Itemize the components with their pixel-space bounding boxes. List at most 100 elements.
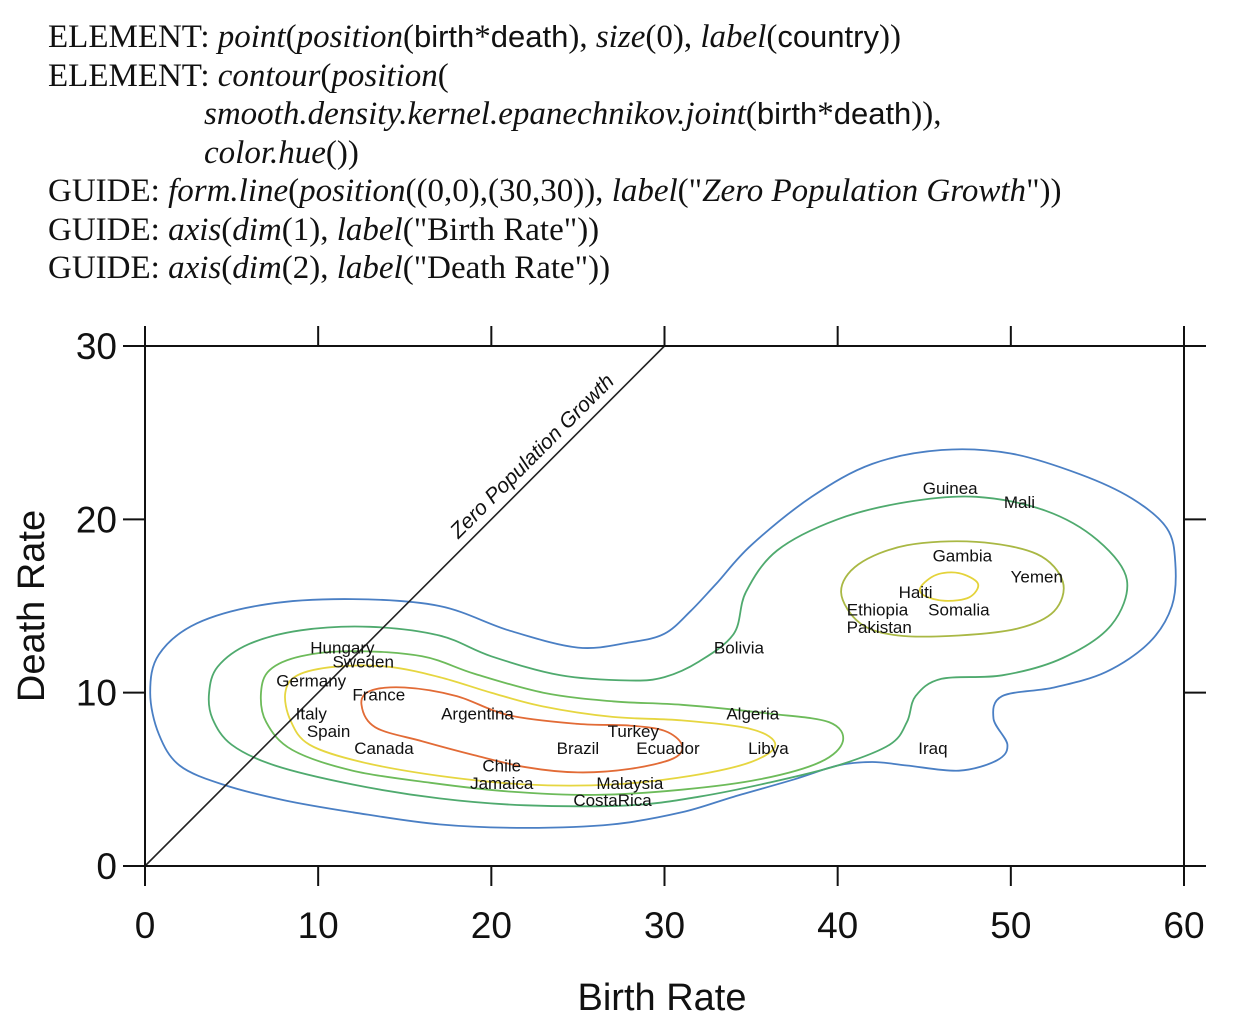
country-label: Turkey xyxy=(608,722,660,741)
grammar-spec: ELEMENT: point(position(birth*death), si… xyxy=(48,18,1248,288)
country-label: Somalia xyxy=(928,600,990,619)
spec-function: label xyxy=(336,250,403,286)
spec-text: (1), xyxy=(281,211,337,248)
x-axis-label: Birth Rate xyxy=(578,977,747,1019)
country-label: Iraq xyxy=(918,739,947,758)
spec-text: GUIDE: xyxy=(48,211,169,248)
country-label: Malaysia xyxy=(596,774,664,793)
country-label: Ecuador xyxy=(636,739,700,758)
spec-variable: death xyxy=(490,19,569,54)
spec-text: ((0,0),(30,30)), xyxy=(405,173,612,209)
plot-frame xyxy=(144,345,1185,867)
country-label: Canada xyxy=(354,739,414,758)
country-label: Jamaica xyxy=(470,774,534,793)
spec-variable: country xyxy=(777,19,879,54)
density-contours xyxy=(149,448,1177,829)
plot-border xyxy=(144,345,1185,867)
country-label: Yemen xyxy=(1011,568,1063,587)
country-label: Gambia xyxy=(933,547,993,566)
spec-text: ELEMENT: xyxy=(48,19,218,55)
density-contour xyxy=(840,540,1065,638)
spec-function: size xyxy=(595,19,646,55)
spec-text: GUIDE: xyxy=(48,250,169,286)
spec-text: ( xyxy=(745,96,757,132)
spec-text: ( xyxy=(221,250,233,286)
spec-function: axis xyxy=(168,211,222,248)
spec-text: (" xyxy=(677,173,703,209)
spec-line: smooth.density.kernel.epanechnikov.joint… xyxy=(48,95,1248,134)
density-contour xyxy=(207,495,1129,808)
country-label: Spain xyxy=(307,722,350,741)
density-contour xyxy=(259,650,845,796)
spec-text: (0), xyxy=(645,19,701,55)
density-contour xyxy=(284,664,777,787)
spec-text: ( xyxy=(320,57,332,94)
country-label: Pakistan xyxy=(847,618,912,637)
spec-function: form.line xyxy=(168,173,289,209)
spec-text: ")) xyxy=(1026,173,1062,209)
country-label: Argentina xyxy=(441,704,514,723)
spec-text: ( xyxy=(285,19,297,55)
x-tick-label: 30 xyxy=(644,905,685,946)
spec-line: GUIDE: axis(dim(2), label("Death Rate")) xyxy=(48,249,1248,288)
spec-function: dim xyxy=(232,211,282,248)
country-label: Sweden xyxy=(332,652,393,671)
x-tick-label: 10 xyxy=(298,905,339,946)
x-axis: 0 10 20 30 40 50 60 xyxy=(135,326,1205,946)
spec-function: Zero Population Growth xyxy=(702,173,1027,209)
spec-function: axis xyxy=(168,250,222,286)
spec-variable: birth xyxy=(413,19,475,54)
y-tick-label: 0 xyxy=(96,846,117,887)
spec-line: ELEMENT: point(position(birth*death), si… xyxy=(48,18,1248,57)
country-label: Germany xyxy=(276,672,346,691)
country-label: Haiti xyxy=(899,583,933,602)
x-tick-label: 50 xyxy=(990,905,1031,946)
spec-text: ( xyxy=(402,19,414,55)
country-label: Italy xyxy=(296,704,328,723)
spec-text: * xyxy=(474,19,491,55)
spec-variable: death xyxy=(833,96,912,131)
spec-line: GUIDE: axis(dim(1), label("Birth Rate")) xyxy=(48,211,1248,250)
country-label: Mali xyxy=(1004,493,1035,512)
reference-line-label: Zero Population Growth xyxy=(445,370,619,544)
spec-function: color.hue xyxy=(204,134,326,171)
spec-text: ( xyxy=(221,211,233,248)
spec-text: ( xyxy=(288,173,300,209)
spec-text: ( xyxy=(437,57,449,94)
country-label: Hungary xyxy=(310,639,375,658)
country-label: CostaRica xyxy=(573,791,652,810)
country-label: Bolivia xyxy=(714,639,765,658)
country-label: Ethiopia xyxy=(847,600,909,619)
x-tick-label: 40 xyxy=(817,905,858,946)
spec-function: dim xyxy=(232,250,282,286)
spec-line: ELEMENT: contour(position( xyxy=(48,57,1248,96)
country-label: Algeria xyxy=(726,704,779,723)
spec-function: position xyxy=(331,57,438,94)
spec-text: ), xyxy=(568,19,596,55)
spec-function: label xyxy=(336,211,403,248)
spec-text: ("Death Rate")) xyxy=(402,250,611,286)
spec-text: ()) xyxy=(325,134,359,171)
spec-text: GUIDE: xyxy=(48,173,169,209)
spec-function: smooth.density.kernel.epanechnikov.joint xyxy=(204,96,746,132)
spec-function: contour xyxy=(217,57,321,94)
density-contour xyxy=(149,448,1177,829)
y-tick-label: 30 xyxy=(76,326,117,367)
spec-line: color.hue()) xyxy=(48,134,1248,173)
country-label: France xyxy=(352,685,405,704)
spec-text: ( xyxy=(766,19,778,55)
spec-text: ELEMENT: xyxy=(48,57,218,94)
country-label: Guinea xyxy=(923,479,978,498)
spec-line: GUIDE: form.line(position((0,0),(30,30))… xyxy=(48,172,1248,211)
spec-function: label xyxy=(700,19,767,55)
spec-function: point xyxy=(217,19,286,55)
spec-function: label xyxy=(611,173,678,209)
x-tick-label: 60 xyxy=(1163,905,1204,946)
y-tick-label: 10 xyxy=(76,673,117,714)
density-contour xyxy=(360,686,684,774)
y-axis-label: Death Rate xyxy=(11,510,53,702)
spec-function: position xyxy=(299,173,406,209)
x-tick-label: 20 xyxy=(471,905,512,946)
spec-text: )) xyxy=(878,19,901,55)
